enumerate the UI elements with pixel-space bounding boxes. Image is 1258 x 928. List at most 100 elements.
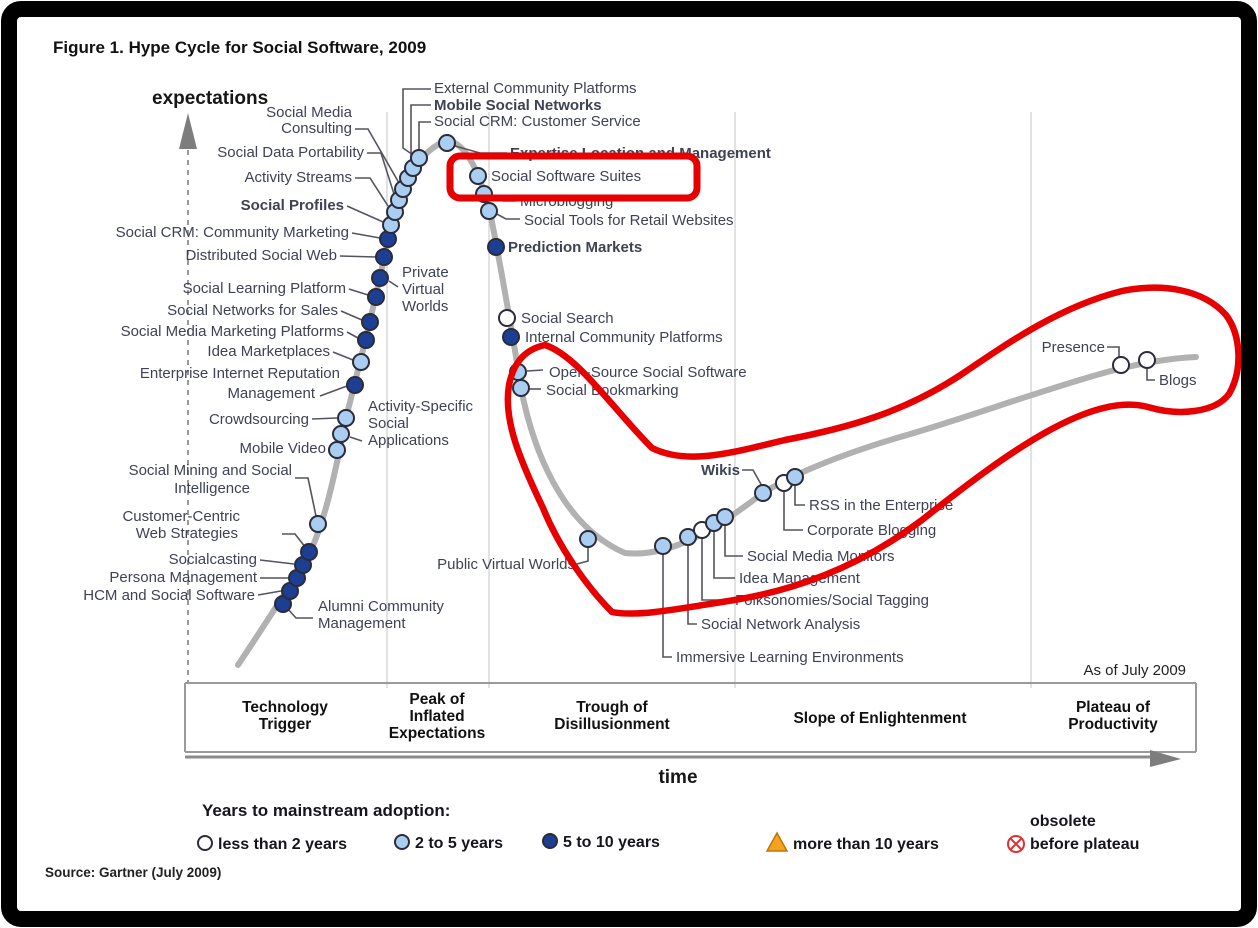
legend-marker-obsolete-icon: [1007, 835, 1025, 853]
legend-item-label: obsolete: [1030, 813, 1096, 830]
tech-dot: [654, 537, 672, 555]
tech-dot: [300, 543, 318, 561]
tech-point-label: Social Software Suites: [491, 168, 641, 185]
phase-label: Inflated: [409, 708, 464, 725]
tech-dot: [346, 376, 364, 394]
tech-dot: [480, 202, 498, 220]
expectations-arrow-icon: [179, 113, 197, 149]
tech-dot: [679, 528, 697, 546]
tech-point-label: Immersive Learning Environments: [676, 649, 904, 666]
tech-point-label: RSS in the Enterprise: [809, 497, 953, 514]
y-axis-label: expectations: [152, 88, 268, 109]
source-note: Source: Gartner (July 2009): [45, 865, 221, 880]
tech-point-label: Mobile Video: [240, 440, 326, 457]
tech-dot: [357, 331, 375, 349]
tech-point-label: Blogs: [1159, 372, 1197, 389]
tech-point-label: External Community Platforms: [434, 80, 637, 97]
tech-point-label: Internal Community Platforms: [525, 329, 723, 346]
legend-item-label: more than 10 years: [793, 836, 939, 853]
x-axis-label: time: [658, 767, 697, 788]
tech-point-label: Web Strategies: [136, 525, 238, 542]
tech-point-label: Applications: [368, 432, 449, 449]
tech-point-label: Presence: [1042, 339, 1105, 356]
legend-marker-triangle-icon: [765, 831, 789, 852]
tech-dot: [309, 515, 327, 533]
tech-point-label: HCM and Social Software: [83, 587, 255, 604]
phase-label: Trigger: [259, 716, 312, 733]
tech-point-label: Idea Marketplaces: [207, 343, 330, 360]
tech-point-label: Socialcasting: [169, 551, 257, 568]
phase-label: Plateau of: [1076, 699, 1151, 716]
tech-dot: [332, 425, 350, 443]
tech-dot: [469, 167, 487, 185]
tech-dot: [375, 248, 393, 266]
tech-point-label: Social: [368, 415, 409, 432]
tech-point-label: Public Virtual Worlds: [437, 556, 575, 573]
tech-dot: [438, 134, 456, 152]
tech-point-label: Enterprise Internet Reputation: [140, 365, 340, 382]
legend-marker-white-dot-icon: [197, 835, 213, 851]
tech-point-label: Wikis: [701, 462, 740, 479]
tech-point-label: Social Profiles: [241, 197, 344, 214]
tech-point-label: Social Network Analysis: [701, 616, 860, 633]
legend-marker-dark-blue-dot-icon: [542, 833, 558, 849]
tech-point-label: Activity-Specific: [368, 398, 474, 415]
phase-label: Disillusionment: [554, 716, 669, 733]
tech-point-label: Social CRM: Customer Service: [434, 113, 641, 130]
tech-point-label: Consulting: [281, 120, 352, 137]
red-highlight-box: [446, 152, 701, 202]
tech-point-label: Customer-Centric: [122, 508, 240, 525]
tech-point-label: Prediction Markets: [508, 239, 642, 256]
legend-item-label: before plateau: [1030, 836, 1139, 853]
tech-dot: [487, 238, 505, 256]
tech-point-label: Folksonomies/Social Tagging: [735, 592, 929, 609]
time-arrow-icon: [1150, 750, 1181, 767]
legend-marker-light-blue-dot-icon: [394, 834, 410, 850]
tech-point-label: Private: [402, 264, 449, 281]
phase-label: Slope of Enlightenment: [793, 710, 966, 727]
tech-point-label: Distributed Social Web: [186, 247, 337, 264]
tech-point-label: Management: [227, 385, 315, 402]
tech-point-label: Mobile Social Networks: [434, 97, 602, 114]
red-freehand-loop: [504, 284, 1242, 617]
tech-dot: [1138, 351, 1156, 369]
tech-dot: [410, 149, 428, 167]
figure-title: Figure 1. Hype Cycle for Social Software…: [53, 38, 426, 57]
tech-point-label: Social Bookmarking: [546, 382, 679, 399]
tech-dot: [786, 468, 804, 486]
tech-point-label: Social Mining and Social: [129, 462, 292, 479]
tech-point-label: Social CRM: Community Marketing: [116, 224, 349, 241]
tech-dot: [502, 328, 520, 346]
tech-point-label: Activity Streams: [244, 169, 352, 186]
phase-labels: Technology Trigger Peak of Inflated Expe…: [242, 691, 1158, 742]
as-of-date: As of July 2009: [1083, 662, 1186, 679]
tech-dot: [498, 309, 516, 327]
legend-heading: Years to mainstream adoption:: [202, 801, 450, 820]
legend-item-label: 5 to 10 years: [563, 834, 660, 851]
tech-point-label: Worlds: [402, 298, 448, 315]
tech-dot: [367, 288, 385, 306]
phase-label: Peak of: [409, 691, 465, 708]
phase-label: Technology: [242, 699, 328, 716]
tech-point-label: Social Learning Platform: [183, 280, 346, 297]
tech-point-label: Social Data Portability: [217, 144, 364, 161]
tech-dot: [512, 379, 530, 397]
tech-point-label: Open-Source Social Software: [549, 364, 747, 381]
tech-dot: [371, 269, 389, 287]
tech-dot: [579, 530, 597, 548]
tech-dot: [1112, 356, 1130, 374]
tech-point-label: Social Networks for Sales: [167, 302, 338, 319]
tech-point-label: Social Media: [266, 104, 353, 121]
tech-point-label: Virtual: [402, 281, 444, 298]
phase-band: [184, 682, 1197, 753]
tech-dot: [361, 313, 379, 331]
phase-label: Expectations: [389, 725, 485, 742]
legend-item-label: 2 to 5 years: [415, 835, 503, 852]
tech-dot: [754, 484, 772, 502]
tech-point-label: Social Media Marketing Platforms: [121, 323, 344, 340]
legend-item-label: less than 2 years: [218, 836, 347, 853]
tech-dot: [328, 441, 346, 459]
tech-point-label: Alumni Community: [318, 598, 444, 615]
